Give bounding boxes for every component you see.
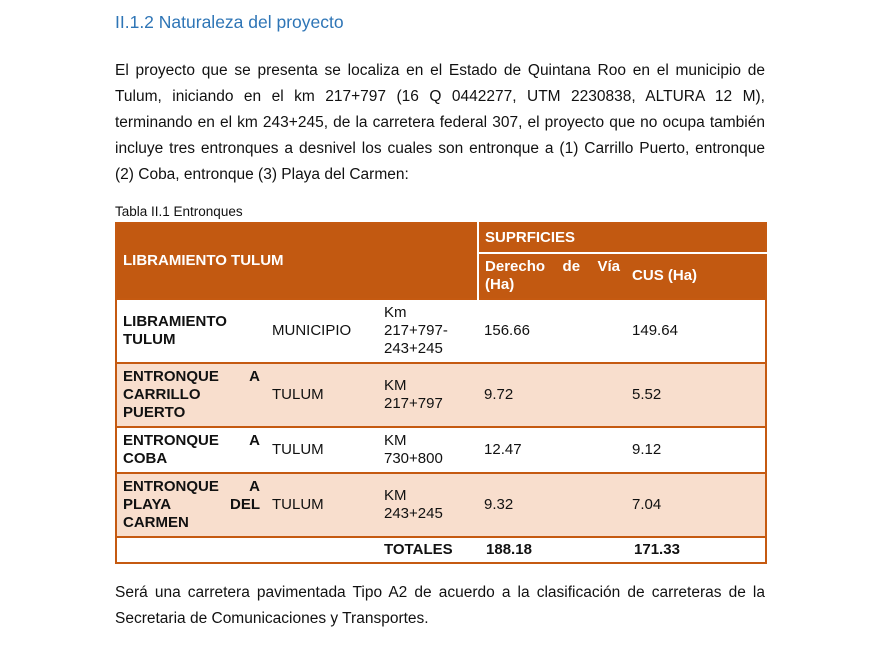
table-row-libramiento-tulum: LIBRAMIENTO TULUM MUNICIPIO Km 217+797- … xyxy=(116,298,767,363)
table-row-entronque-playa-del-carmen: ENTRONQUE A PLAYA DEL CARMEN TULUM KM 24… xyxy=(116,472,767,537)
row-derecho-value: 9.72 xyxy=(478,362,627,427)
row-km: KM 243+245 xyxy=(378,472,479,537)
intro-paragraph: El proyecto que se presenta se localiza … xyxy=(115,62,765,183)
table-header-row-2: Derecho de Vía (Ha) CUS (Ha) xyxy=(116,253,767,299)
table-row-entronque-carrillo-puerto: ENTRONQUE A CARRILLO PUERTO TULUM KM 217… xyxy=(116,362,767,427)
row-km: KM 217+797 xyxy=(378,362,479,427)
row-municipio: MUNICIPIO xyxy=(266,298,378,363)
row-cus-value: 149.64 xyxy=(626,298,767,363)
table-totals-row: TOTALES 188.18 171.33 xyxy=(116,536,767,563)
header-derecho-de-via: Derecho de Vía (Ha) xyxy=(477,253,627,299)
header-libramiento-tulum: LIBRAMIENTO TULUM xyxy=(116,223,479,299)
table-header-row-1: LIBRAMIENTO TULUM SUPRFICIES xyxy=(116,223,767,299)
row-derecho-value: 156.66 xyxy=(478,298,627,363)
entronques-table: LIBRAMIENTO TULUM SUPRFICIES Derecho de … xyxy=(115,222,768,564)
closing-paragraph: Será una carretera pavimentada Tipo A2 d… xyxy=(115,584,765,627)
row-cus-value: 7.04 xyxy=(626,472,767,537)
row-km: Km 217+797- 243+245 xyxy=(378,298,479,363)
row-municipio: TULUM xyxy=(266,426,378,473)
totals-derecho-value: 188.18 xyxy=(478,536,627,563)
row-name: LIBRAMIENTO TULUM xyxy=(116,298,266,363)
row-municipio: TULUM xyxy=(266,472,378,537)
totals-cus-value: 171.33 xyxy=(626,536,767,563)
row-cus-value: 5.52 xyxy=(626,362,767,427)
row-name: ENTRONQUE A COBA xyxy=(116,426,266,473)
row-derecho-value: 9.32 xyxy=(478,472,627,537)
row-name: ENTRONQUE A CARRILLO PUERTO xyxy=(116,362,266,427)
row-km: KM 730+800 xyxy=(378,426,479,473)
totals-label: TOTALES xyxy=(378,536,479,563)
row-municipio: TULUM xyxy=(266,362,378,427)
header-cus: CUS (Ha) xyxy=(626,253,767,299)
table-caption: Tabla II.1 Entronques xyxy=(115,204,243,219)
row-name: ENTRONQUE A PLAYA DEL CARMEN xyxy=(116,472,266,537)
header-superficies: SUPRFICIES xyxy=(477,223,767,254)
row-derecho-value: 12.47 xyxy=(478,426,627,473)
row-cus-value: 9.12 xyxy=(626,426,767,473)
totals-spacer xyxy=(116,536,378,563)
table-row-entronque-coba: ENTRONQUE A COBA TULUM KM 730+800 12.47 … xyxy=(116,426,767,473)
section-heading: II.1.2 Naturaleza del proyecto xyxy=(115,12,344,32)
